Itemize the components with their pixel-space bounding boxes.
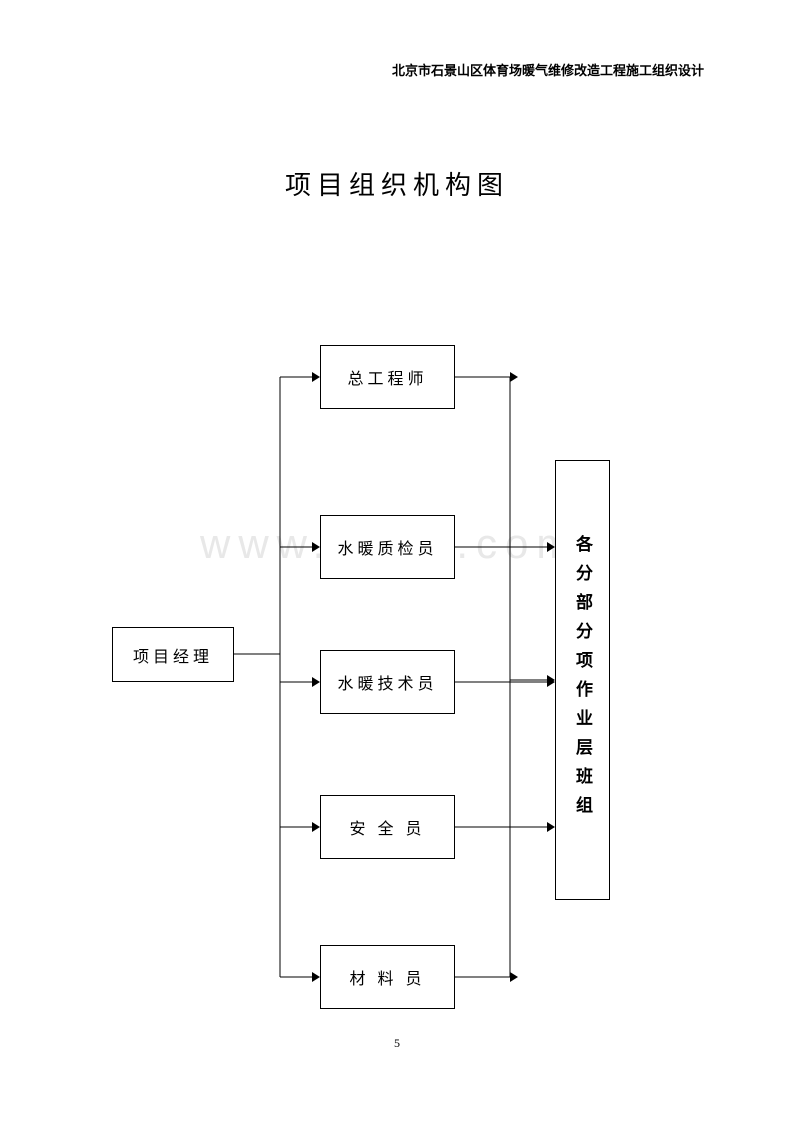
node-technician: 水暖技术员 <box>320 650 455 714</box>
node-safety-officer: 安 全 员 <box>320 795 455 859</box>
node-chief-engineer: 总工程师 <box>320 345 455 409</box>
node-project-manager: 项目经理 <box>112 627 234 682</box>
node-material-officer: 材 料 员 <box>320 945 455 1009</box>
node-quality-inspector: 水暖质检员 <box>320 515 455 579</box>
org-chart: 项目经理 总工程师 水暖质检员 水暖技术员 安 全 员 材 料 员 各分部分项作… <box>0 0 794 1123</box>
node-work-teams: 各分部分项作业层班组 <box>555 460 610 900</box>
page-number: 5 <box>0 1036 794 1051</box>
